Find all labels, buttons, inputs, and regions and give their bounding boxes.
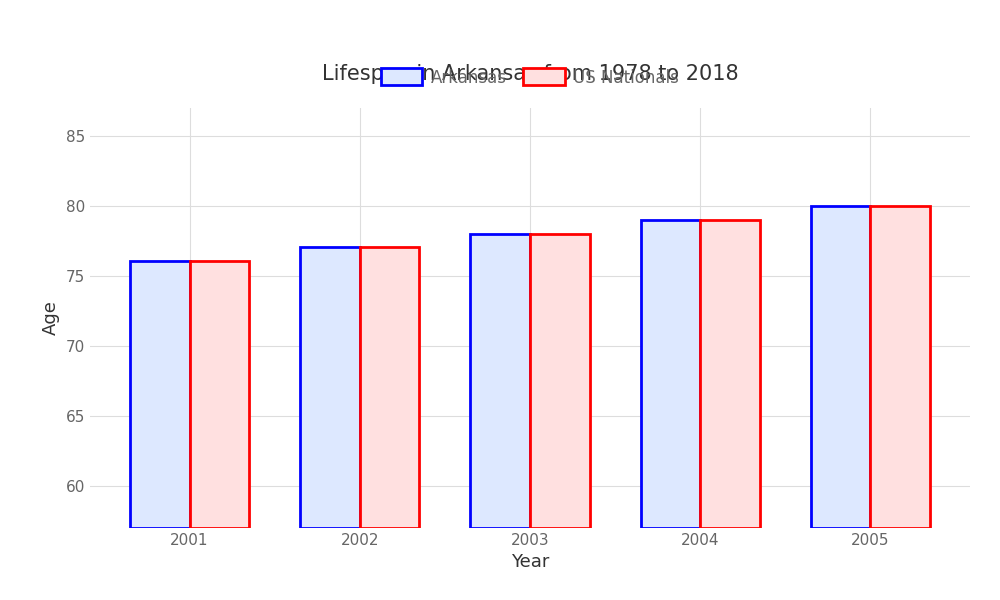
Bar [700, 220, 760, 528]
Bar [470, 234, 530, 528]
Bar [870, 206, 930, 528]
Bar [190, 260, 249, 528]
X-axis label: Year: Year [511, 553, 549, 571]
Title: Lifespan in Arkansas from 1978 to 2018: Lifespan in Arkansas from 1978 to 2018 [322, 64, 738, 84]
Bar [130, 260, 190, 528]
Y-axis label: Age: Age [42, 301, 60, 335]
Bar [641, 220, 700, 528]
Bar [530, 234, 590, 528]
Bar [811, 206, 870, 528]
Bar [300, 247, 360, 528]
Legend: Arkansas, US Nationals: Arkansas, US Nationals [374, 62, 686, 93]
Bar [360, 247, 419, 528]
